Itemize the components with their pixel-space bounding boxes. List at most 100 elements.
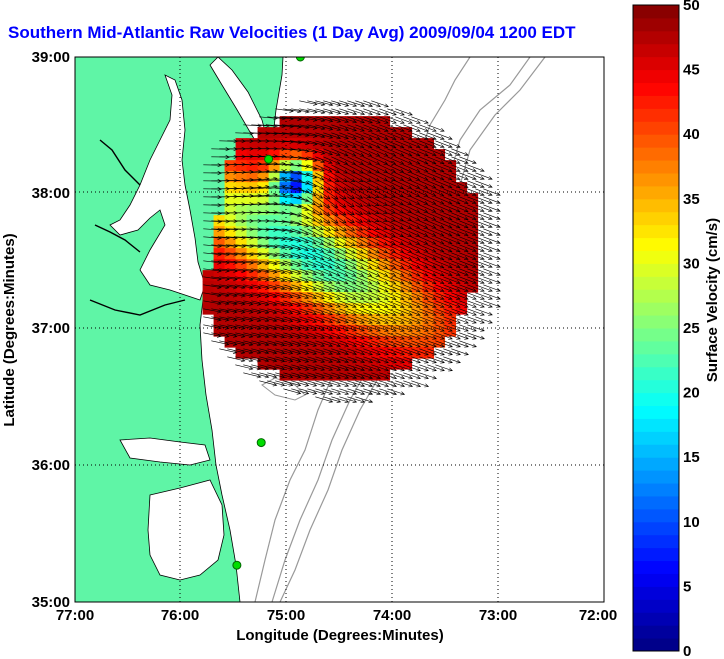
velocity-vector bbox=[323, 396, 342, 403]
velocity-vector bbox=[371, 204, 388, 214]
velocity-vector bbox=[355, 204, 372, 215]
velocity-cell bbox=[279, 204, 292, 216]
velocity-vector bbox=[235, 364, 254, 371]
velocity-cell bbox=[323, 204, 336, 216]
velocity-vector bbox=[267, 300, 286, 307]
velocity-vector bbox=[427, 348, 445, 356]
station-north-marker[interactable] bbox=[295, 53, 305, 62]
station-delaware-marker[interactable] bbox=[264, 154, 274, 164]
colorbar-band bbox=[633, 508, 679, 523]
velocity-vector bbox=[403, 300, 421, 308]
velocity-cell bbox=[400, 127, 413, 139]
velocity-cell bbox=[224, 325, 237, 337]
velocity-vector bbox=[203, 244, 222, 249]
velocity-vector bbox=[211, 227, 230, 232]
velocity-vector bbox=[347, 268, 365, 277]
velocity-cell bbox=[389, 237, 402, 249]
velocity-vector bbox=[467, 196, 485, 204]
velocity-vector bbox=[451, 348, 469, 356]
velocity-vector bbox=[331, 116, 350, 123]
velocity-vector bbox=[347, 340, 365, 348]
velocity-cell bbox=[378, 193, 391, 205]
velocity-cell bbox=[400, 182, 413, 194]
velocity-vector bbox=[411, 220, 429, 229]
velocity-cell bbox=[422, 281, 435, 293]
velocity-vector bbox=[427, 364, 445, 372]
velocity-cell bbox=[345, 127, 358, 139]
velocity-vector bbox=[347, 276, 365, 285]
velocity-vector bbox=[315, 108, 334, 115]
velocity-vector bbox=[307, 268, 325, 276]
velocity-vector bbox=[339, 108, 358, 116]
velocity-vector bbox=[259, 380, 278, 387]
velocity-vector bbox=[379, 308, 397, 316]
velocity-vector bbox=[379, 340, 397, 348]
velocity-vector bbox=[243, 300, 262, 306]
velocity-cell bbox=[389, 292, 402, 304]
velocity-cell bbox=[444, 171, 457, 183]
velocity-cell bbox=[257, 204, 270, 216]
velocity-vector bbox=[467, 268, 485, 276]
velocity-cell bbox=[389, 182, 402, 194]
velocity-vector bbox=[323, 308, 341, 316]
velocity-cell bbox=[268, 314, 281, 326]
velocity-vector bbox=[435, 252, 453, 261]
velocity-vector bbox=[451, 268, 469, 276]
velocity-vector bbox=[459, 220, 477, 228]
velocity-vector bbox=[411, 116, 429, 124]
velocity-vector bbox=[323, 180, 340, 191]
station-hatteras-marker[interactable] bbox=[232, 560, 242, 570]
x-axis-label: Longitude (Degrees:Minutes) bbox=[236, 627, 444, 644]
velocity-vector bbox=[339, 204, 355, 216]
velocity-vector bbox=[211, 219, 231, 224]
velocity-vector bbox=[347, 260, 365, 269]
velocity-cell bbox=[400, 149, 413, 161]
velocity-cell bbox=[411, 248, 424, 260]
y-tick-35: 35:00 bbox=[32, 594, 70, 611]
x-tick-77: 77:00 bbox=[56, 607, 94, 624]
velocity-vector bbox=[411, 164, 429, 173]
velocity-vector bbox=[355, 292, 373, 301]
velocity-vector bbox=[475, 180, 493, 188]
velocity-vector bbox=[467, 204, 485, 212]
velocity-vector bbox=[467, 332, 485, 340]
velocity-cell bbox=[345, 193, 358, 205]
velocity-cell bbox=[378, 171, 391, 183]
velocity-vector bbox=[427, 244, 445, 253]
velocity-vector bbox=[435, 228, 453, 237]
station-cape-henry-marker[interactable] bbox=[256, 438, 266, 448]
velocity-vector bbox=[339, 268, 357, 277]
velocity-vector bbox=[267, 340, 286, 347]
velocity-vector bbox=[299, 236, 317, 245]
velocity-vector bbox=[347, 380, 366, 388]
velocity-vector bbox=[427, 332, 445, 340]
velocity-cell bbox=[268, 204, 281, 216]
velocity-vector bbox=[307, 172, 325, 181]
velocity-vector bbox=[403, 284, 421, 293]
velocity-vector bbox=[395, 308, 413, 316]
velocity-cell bbox=[312, 358, 325, 370]
velocity-vector bbox=[307, 116, 326, 123]
velocity-vector bbox=[371, 100, 389, 108]
colorbar-band bbox=[633, 444, 679, 458]
velocity-vector bbox=[363, 204, 380, 215]
colorbar-band bbox=[633, 612, 679, 626]
velocity-vector bbox=[419, 236, 437, 245]
velocity-vector bbox=[299, 372, 318, 379]
velocity-vector bbox=[419, 308, 437, 316]
velocity-vector bbox=[259, 332, 278, 339]
velocity-vector bbox=[371, 156, 389, 165]
velocity-cell bbox=[334, 358, 347, 370]
velocity-vector bbox=[379, 364, 397, 372]
velocity-vector bbox=[363, 188, 380, 198]
velocity-cell bbox=[400, 325, 413, 337]
velocity-vectors bbox=[203, 100, 501, 403]
x-tick-72: 72:00 bbox=[579, 607, 617, 624]
velocity-vector bbox=[235, 244, 254, 249]
velocity-vector bbox=[299, 356, 318, 363]
velocity-cell bbox=[378, 127, 391, 139]
velocity-vector bbox=[371, 260, 389, 269]
velocity-vector bbox=[459, 340, 477, 348]
velocity-vector bbox=[411, 300, 429, 308]
velocity-vector bbox=[307, 220, 324, 231]
